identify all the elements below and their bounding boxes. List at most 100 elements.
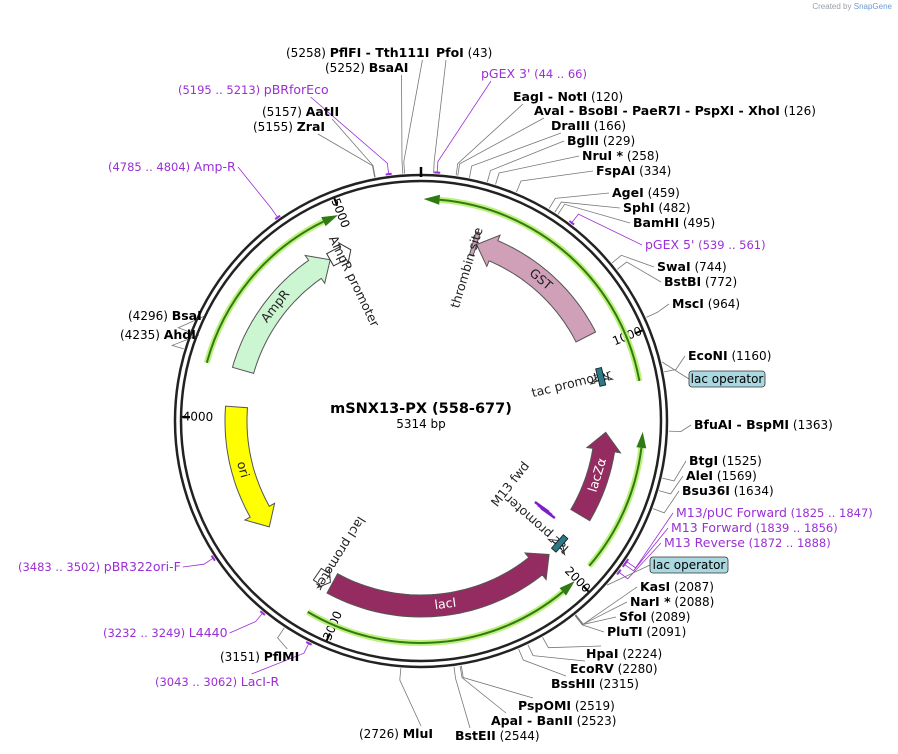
site-label[interactable]: PluTI (2091)	[607, 624, 686, 639]
site-label[interactable]: ApaI - BanII (2523)	[491, 713, 616, 728]
leader-line	[229, 612, 264, 634]
primer-text: (3043 .. 3062) LacI-R	[155, 674, 279, 689]
site-label[interactable]: BtgI (1525)	[689, 453, 762, 468]
primer-text: (3483 .. 3502) pBR322ori-F	[18, 559, 181, 574]
feature-thrombin[interactable]	[468, 231, 481, 257]
feature-ampr[interactable]	[231, 254, 331, 375]
site-label[interactable]: BamHI (495)	[633, 215, 715, 230]
leader-line	[403, 59, 423, 174]
primer-name: pBR322ori-F	[104, 559, 181, 574]
lac-operator-label: lac operator	[691, 372, 764, 386]
leader-line	[331, 118, 376, 178]
site-label[interactable]: BstEII (2544)	[455, 728, 540, 743]
site-position: (1160)	[728, 349, 772, 363]
site-name: FspAI	[596, 163, 635, 178]
leader-line	[469, 132, 562, 178]
site-label[interactable]: PfoI (43)	[436, 45, 492, 60]
site-label[interactable]: DraIII (166)	[551, 118, 626, 133]
site-label[interactable]: NruI * (258)	[582, 148, 659, 163]
site-text: HpaI (2224)	[586, 646, 662, 661]
m13-fwd-mark	[534, 500, 556, 520]
primer-label[interactable]: M13 Forward (1839 .. 1856)	[671, 520, 838, 535]
primer-label[interactable]: M13/pUC Forward (1825 .. 1847)	[676, 505, 873, 520]
site-label[interactable]: BfuAI - BspMI (1363)	[694, 417, 833, 432]
site-text: (5258) PflFI - Tth111I	[286, 45, 429, 60]
primer-label[interactable]: pGEX 5' (539 .. 561)	[645, 237, 766, 252]
primer-label[interactable]: (3232 .. 3249) L4440	[103, 625, 228, 640]
leader-line	[548, 192, 610, 209]
site-label[interactable]: KasI (2087)	[640, 579, 714, 594]
feature-ori[interactable]	[224, 405, 276, 528]
site-name: BglII	[567, 133, 599, 148]
site-label[interactable]: (2726) MluI	[359, 726, 433, 741]
site-text: SphI (482)	[623, 200, 691, 215]
site-label[interactable]: MscI (964)	[672, 296, 740, 311]
site-label[interactable]: BstBI (772)	[664, 274, 737, 289]
site-position: (2523)	[573, 714, 617, 728]
lac-operator-box[interactable]: lac operator	[649, 556, 729, 574]
feature-gst[interactable]	[475, 234, 597, 343]
site-label[interactable]: (3151) PflMI	[220, 649, 299, 664]
site-label[interactable]: (5252) BsaAI	[325, 60, 408, 75]
site-label[interactable]: BssHII (2315)	[551, 676, 639, 691]
feature-laci[interactable]	[326, 552, 550, 618]
site-label[interactable]: SfoI (2089)	[619, 609, 690, 624]
leader-line	[646, 303, 670, 318]
leader-line	[516, 170, 594, 193]
site-position: (3151)	[220, 650, 264, 664]
site-position: (495)	[679, 216, 715, 230]
site-text: EagI - NotI (120)	[513, 89, 623, 104]
site-label[interactable]: SphI (482)	[623, 200, 691, 215]
primer-mark	[274, 214, 281, 221]
feature-lacZa[interactable]	[570, 431, 622, 522]
primer-label[interactable]: pGEX 3' (44 .. 66)	[481, 66, 587, 81]
site-text: BssHII (2315)	[551, 676, 639, 691]
site-label[interactable]: (4235) AhdI	[120, 327, 196, 342]
site-label[interactable]: PspOMI (2519)	[518, 698, 615, 713]
site-label[interactable]: (5258) PflFI - Tth111I	[286, 45, 429, 60]
leader-line	[606, 564, 651, 586]
site-label[interactable]: (5157) AatII	[262, 104, 339, 119]
site-text: SwaI (744)	[657, 259, 727, 274]
site-label[interactable]: HpaI (2224)	[586, 646, 662, 661]
watermark-brand: SnapGene	[853, 2, 892, 11]
primer-label[interactable]: (3043 .. 3062) LacI-R	[155, 674, 279, 689]
primer-name: pGEX 3'	[481, 66, 530, 81]
site-label[interactable]: NarI * (2088)	[630, 594, 714, 609]
feature-laci-promoter[interactable]	[312, 567, 331, 589]
primer-name: pBRforEco	[264, 82, 329, 97]
primer-label[interactable]: (4785 .. 4804) Amp-R	[108, 159, 236, 174]
primer-label[interactable]: (5195 .. 5213) pBRforEco	[178, 82, 329, 97]
site-label[interactable]: SwaI (744)	[657, 259, 727, 274]
leader-line	[574, 614, 617, 625]
primer-label[interactable]: M13 Reverse (1872 .. 1888)	[664, 535, 831, 550]
lac-operator-box[interactable]: lac operator	[688, 370, 766, 388]
site-label[interactable]: EcoRV (2280)	[570, 661, 658, 676]
site-label[interactable]: AvaI - BsoBI - PaeR7I - PspXI - XhoI (12…	[534, 103, 816, 118]
site-text: AgeI (459)	[612, 185, 680, 200]
primer-mark	[621, 561, 628, 568]
primer-range: (1825 .. 1847)	[787, 506, 873, 520]
site-label[interactable]: AleI (1569)	[686, 468, 757, 483]
lacZa-arrow-body	[570, 431, 622, 522]
ori-arrow-body	[224, 405, 276, 528]
primer-name: M13 Reverse	[664, 535, 745, 550]
tick-mark	[325, 632, 331, 642]
site-label[interactable]: EagI - NotI (120)	[513, 89, 623, 104]
site-name: BstBI	[664, 274, 701, 289]
site-label[interactable]: FspAI (334)	[596, 163, 671, 178]
site-label[interactable]: BglII (229)	[567, 133, 635, 148]
site-label[interactable]: (5155) ZraI	[253, 119, 325, 134]
site-name: PfoI	[436, 45, 464, 60]
leader-line	[661, 361, 690, 380]
feature-ampr-promoter[interactable]	[326, 241, 352, 267]
primer-mark	[385, 172, 392, 176]
site-label[interactable]: AgeI (459)	[612, 185, 680, 200]
primer-range: (3232 .. 3249)	[103, 626, 189, 640]
site-position: (166)	[590, 119, 626, 133]
site-label[interactable]: EcoNI (1160)	[688, 348, 771, 363]
primer-label[interactable]: (3483 .. 3502) pBR322ori-F	[18, 559, 181, 574]
site-label[interactable]: Bsu36I (1634)	[682, 483, 774, 498]
site-position: (1634)	[730, 484, 774, 498]
site-label[interactable]: (4296) BsaI	[128, 308, 202, 323]
